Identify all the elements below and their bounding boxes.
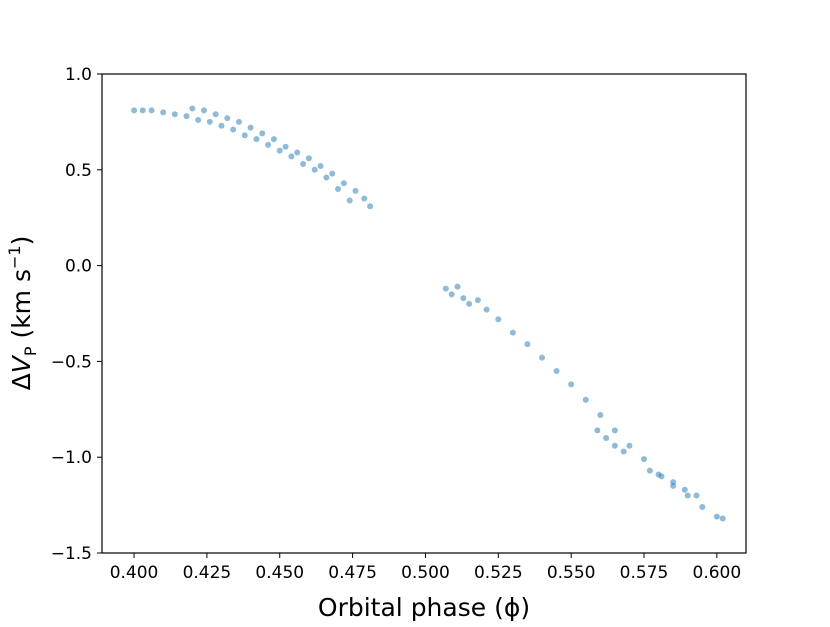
point — [474, 297, 481, 304]
point — [553, 367, 560, 374]
point — [270, 136, 277, 143]
point — [305, 155, 312, 162]
point — [206, 118, 213, 125]
point — [603, 435, 610, 442]
point — [160, 109, 167, 116]
x-axis-label: Orbital phase (ϕ) — [318, 593, 530, 622]
x-tick-label: 0.450 — [255, 563, 304, 583]
point — [183, 113, 190, 120]
point — [448, 291, 455, 298]
point — [620, 448, 627, 455]
point — [442, 285, 449, 292]
x-tick-label: 0.575 — [620, 563, 669, 583]
x-tick-label: 0.600 — [693, 563, 742, 583]
x-tick-label: 0.400 — [110, 563, 159, 583]
y-tick-label: 1.0 — [65, 65, 92, 85]
point — [247, 124, 254, 131]
y-tick-label: 0.5 — [65, 161, 92, 181]
point — [139, 107, 146, 114]
point — [509, 329, 516, 336]
point — [361, 195, 368, 202]
point — [300, 161, 307, 168]
y-label-part: P — [21, 346, 40, 356]
point — [460, 295, 467, 302]
point — [626, 442, 633, 449]
point — [582, 396, 589, 403]
y-tick-label: −1.5 — [51, 544, 92, 564]
point — [524, 341, 531, 348]
point — [646, 467, 653, 474]
point — [611, 442, 618, 449]
point — [466, 300, 473, 307]
plot-frame — [101, 73, 747, 554]
point — [684, 492, 691, 499]
point — [699, 504, 706, 511]
point — [189, 105, 196, 112]
point — [212, 111, 219, 118]
y-tick-label: 0.0 — [65, 257, 92, 277]
y-axis-label: ΔVP (km s−1) — [5, 236, 40, 391]
point — [367, 203, 374, 210]
x-tick-label: 0.425 — [183, 563, 232, 583]
point — [200, 107, 207, 114]
point — [253, 136, 260, 143]
point — [670, 479, 677, 486]
point — [340, 180, 347, 187]
point — [681, 486, 688, 493]
point — [658, 473, 665, 480]
point — [568, 381, 575, 388]
point — [218, 122, 225, 129]
point — [282, 143, 289, 150]
y-label-part: (km s — [7, 269, 36, 347]
y-tick-label: −0.5 — [51, 352, 92, 372]
point — [454, 283, 461, 290]
point — [352, 187, 359, 194]
x-tick-label: 0.500 — [401, 563, 450, 583]
y-label-part: Δ — [7, 373, 36, 390]
y-label-part: ) — [7, 236, 36, 246]
point — [311, 166, 318, 173]
point — [288, 153, 295, 160]
x-tick-label: 0.550 — [547, 563, 596, 583]
point — [317, 162, 324, 169]
y-label-part: −1 — [5, 245, 24, 269]
point — [276, 147, 283, 154]
point — [235, 118, 242, 125]
point — [611, 427, 618, 434]
point — [346, 197, 353, 204]
point — [323, 174, 330, 181]
point — [719, 515, 726, 522]
point — [693, 492, 700, 499]
point — [594, 427, 601, 434]
point — [265, 141, 272, 148]
point — [230, 126, 237, 133]
point — [294, 149, 301, 156]
point — [483, 306, 490, 313]
y-label-part: V — [7, 354, 36, 373]
point — [131, 107, 138, 114]
point — [195, 116, 202, 123]
point — [539, 354, 546, 361]
point — [597, 412, 604, 419]
x-tick-label: 0.475 — [328, 563, 377, 583]
point — [224, 115, 231, 122]
point — [335, 185, 342, 192]
point — [171, 111, 178, 118]
point — [641, 456, 648, 463]
x-tick-label: 0.525 — [474, 563, 523, 583]
point — [241, 132, 248, 139]
y-tick-label: −1.0 — [51, 448, 92, 468]
point — [329, 170, 336, 177]
point — [148, 107, 155, 114]
point — [495, 316, 502, 323]
point — [259, 130, 266, 137]
point — [713, 513, 720, 520]
